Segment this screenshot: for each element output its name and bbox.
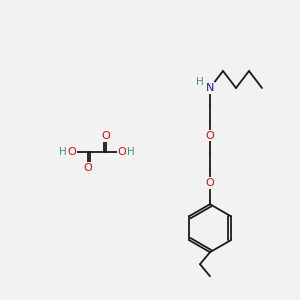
- Text: O: O: [102, 131, 110, 141]
- Text: H: H: [196, 77, 204, 87]
- Text: O: O: [68, 147, 76, 157]
- Text: H: H: [127, 147, 135, 157]
- Text: H: H: [59, 147, 67, 157]
- Text: N: N: [206, 83, 214, 93]
- Text: O: O: [206, 130, 214, 141]
- Text: O: O: [206, 178, 214, 188]
- Text: O: O: [118, 147, 126, 157]
- Text: O: O: [84, 163, 92, 173]
